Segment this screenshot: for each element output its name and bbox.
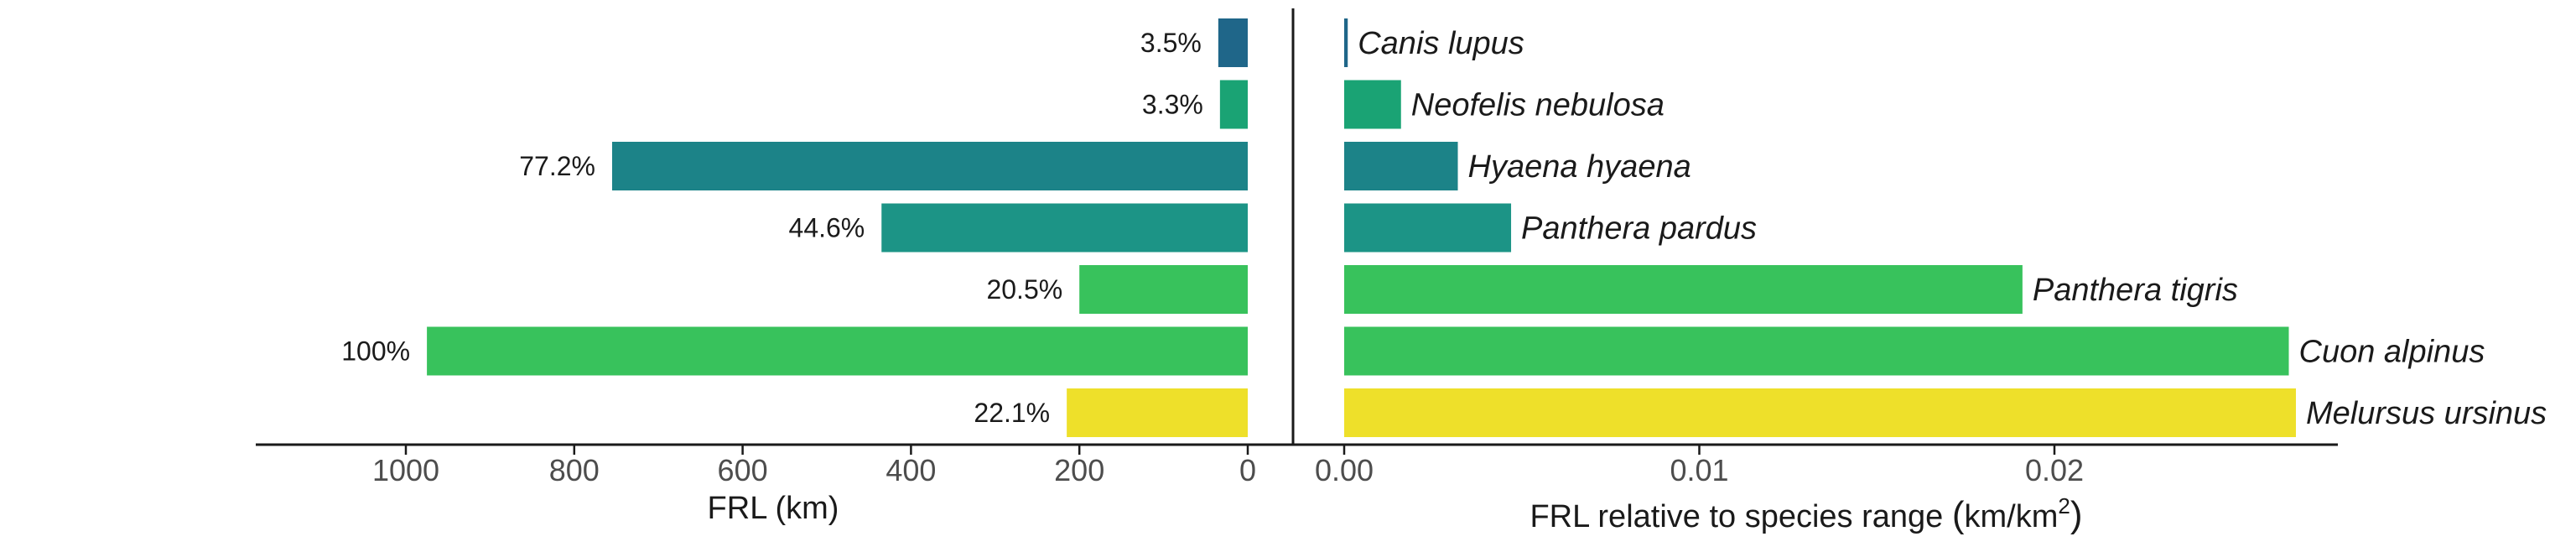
left-bar-pct-label-6: 100% bbox=[341, 336, 410, 367]
species-label-2: Neofelis nebulosa bbox=[1411, 88, 1665, 123]
right-x-axis-title-unit: km/km bbox=[1965, 499, 2059, 534]
left-bar-2 bbox=[1219, 80, 1248, 129]
right-bar-6 bbox=[1344, 326, 2289, 376]
right-bar-2 bbox=[1344, 80, 1401, 129]
right-x-tick-label-1: 0.00 bbox=[1315, 453, 1374, 487]
left-bar-7 bbox=[1067, 388, 1248, 437]
left-x-tick-label-6: 0 bbox=[1239, 453, 1256, 487]
left-x-axis-title: FRL (km) bbox=[708, 491, 839, 526]
left-bar-pct-label-2: 3.3% bbox=[1142, 90, 1203, 120]
right-bar-4 bbox=[1344, 203, 1512, 253]
left-bar-3 bbox=[611, 142, 1248, 190]
paren-close: ) bbox=[2070, 494, 2083, 535]
left-bar-pct-label-1: 3.5% bbox=[1140, 28, 1202, 58]
left-x-tick-label-1: 1000 bbox=[372, 453, 439, 487]
left-bar-1 bbox=[1218, 18, 1248, 67]
left-x-tick-label-2: 800 bbox=[549, 453, 600, 487]
left-bar-5 bbox=[1079, 265, 1248, 314]
right-x-axis-title: FRL relative to species range (km/km2) bbox=[1530, 493, 2082, 535]
left-bar-pct-label-7: 22.1% bbox=[974, 398, 1050, 428]
right-bar-3 bbox=[1344, 142, 1458, 190]
species-label-4: Panthera pardus bbox=[1521, 211, 1757, 247]
left-x-tick-label-5: 200 bbox=[1054, 453, 1104, 487]
species-label-7: Melursus ursinus bbox=[2306, 396, 2547, 431]
left-bar-pct-label-5: 20.5% bbox=[986, 274, 1062, 305]
left-x-tick-label-3: 600 bbox=[718, 453, 768, 487]
left-bar-6 bbox=[427, 326, 1249, 376]
left-bar-pct-label-4: 44.6% bbox=[789, 213, 865, 243]
right-panel-frl-relative: Canis lupus Neofelis nebulosa Hyaena hyaen… bbox=[1293, 18, 2547, 487]
species-label-5: Panthera tigris bbox=[2033, 273, 2238, 308]
right-bar-7 bbox=[1344, 388, 2296, 437]
right-x-axis-title-unit-exp: 2 bbox=[2058, 493, 2070, 518]
species-label-6: Cuon alpinus bbox=[2299, 335, 2485, 370]
right-bar-5 bbox=[1344, 265, 2023, 314]
left-bar-pct-label-3: 77.2% bbox=[519, 151, 595, 181]
right-x-tick-label-3: 0.02 bbox=[2025, 453, 2084, 487]
species-label-3: Hyaena hyaena bbox=[1468, 149, 1691, 185]
paren-open: ( bbox=[1952, 494, 1965, 535]
right-x-axis-title-main: FRL relative to species range bbox=[1530, 499, 1943, 534]
left-panel-frl-km: 3.5% 3.3% 77.2% 44.6% 20.5% 100% 22.1% 1000 800 6… bbox=[256, 18, 1293, 487]
left-x-tick-label-4: 400 bbox=[886, 453, 936, 487]
right-bar-1 bbox=[1344, 18, 1348, 67]
right-x-tick-label-2: 0.01 bbox=[1670, 453, 1728, 487]
left-bar-4 bbox=[881, 203, 1248, 253]
species-label-1: Canis lupus bbox=[1358, 26, 1524, 61]
